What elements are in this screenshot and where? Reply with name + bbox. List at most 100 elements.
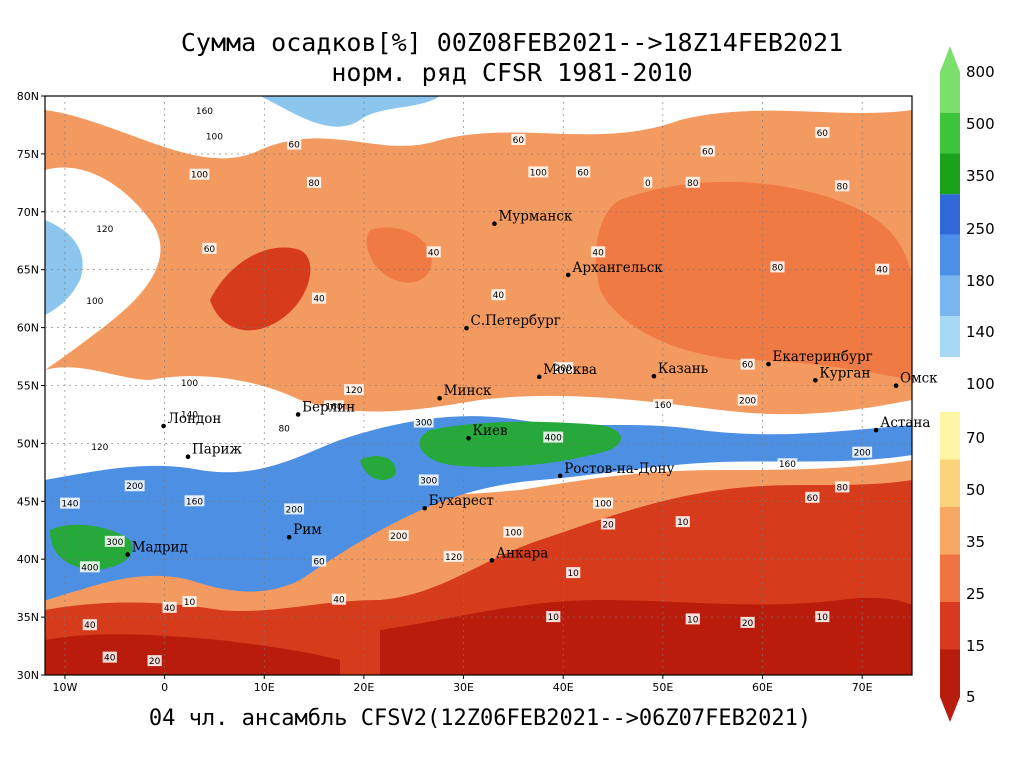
contour-value: 120 xyxy=(345,386,362,396)
colorbar-label: 350 xyxy=(966,167,995,185)
contour-label-bg xyxy=(685,613,700,625)
ensemble-footer: 04 чл. ансамбль CFSV2(12Z06FEB2021-->06Z… xyxy=(148,706,812,731)
contour-label-bg xyxy=(491,289,506,301)
contour-label-bg xyxy=(418,474,439,486)
contour-label-bg xyxy=(576,166,591,178)
colorbar-segment xyxy=(940,316,960,357)
colorbar-label: 500 xyxy=(966,115,995,133)
lat-label: 30N xyxy=(17,669,39,682)
contour-label-bg xyxy=(652,399,673,411)
colorbar-label: 25 xyxy=(966,585,985,603)
field-kola-orange xyxy=(366,227,432,283)
field-north-blue xyxy=(260,96,440,127)
contour-value: 10 xyxy=(567,569,579,579)
map-field xyxy=(45,96,912,675)
city-marker xyxy=(873,427,879,433)
contour-value: 40 xyxy=(333,596,345,606)
contour-label-bg xyxy=(815,127,830,139)
contour-label-bg xyxy=(124,480,145,492)
lon-label: 60E xyxy=(752,681,773,694)
contour-label-bg xyxy=(388,530,409,542)
contour-label-bg xyxy=(324,400,344,412)
lon-label: 40E xyxy=(553,681,574,694)
lon-label: 20E xyxy=(353,681,374,694)
city-marker xyxy=(185,454,191,460)
contour-label-bg xyxy=(511,134,526,146)
contour-value: 200 xyxy=(555,364,572,374)
city-name: Ростов-на-Дону xyxy=(564,461,674,477)
colorbar-segment xyxy=(940,602,960,650)
colorbar-label: 140 xyxy=(966,323,995,341)
contour-value: 60 xyxy=(513,136,525,146)
colorbar-segment xyxy=(940,554,960,602)
contour-value: 20 xyxy=(742,619,754,629)
city-name: Архангельск xyxy=(572,260,663,276)
contour-label-bg xyxy=(60,497,80,509)
contour-label-bg xyxy=(700,145,715,157)
city-name: Минск xyxy=(444,383,492,399)
contour-value: 120 xyxy=(96,225,113,235)
colorbar-segment xyxy=(940,649,960,697)
city-name: Екатеринбург xyxy=(772,349,872,365)
contour-value: 300 xyxy=(415,419,432,429)
contour-value: 100 xyxy=(530,168,547,178)
lat-label: 75N xyxy=(17,148,39,161)
contour-value: 80 xyxy=(687,179,699,189)
contour-label-bg xyxy=(344,384,364,396)
contour-value: 300 xyxy=(420,476,437,486)
contour-label-bg xyxy=(852,446,873,458)
colorbar-label: 50 xyxy=(966,481,985,499)
colorbar-label: 5 xyxy=(966,688,976,706)
contour-value: 100 xyxy=(86,297,103,307)
contour-value: 60 xyxy=(204,245,216,255)
contour-value: 200 xyxy=(739,397,756,407)
city-name: Курган xyxy=(819,365,870,381)
contour-value: 40 xyxy=(592,248,604,258)
colorbar-segment xyxy=(940,459,960,507)
contour-value: 80 xyxy=(837,182,849,192)
contour-value: 80 xyxy=(278,424,290,434)
contour-label-bg xyxy=(306,176,322,188)
contour-label-bg xyxy=(777,458,798,470)
lat-label: 80N xyxy=(17,90,39,103)
contour-value: 140 xyxy=(181,410,198,420)
contour-label-bg xyxy=(740,616,755,628)
contour-value: 400 xyxy=(545,434,562,444)
city-name: Москва xyxy=(543,362,597,378)
colorbar-label: 35 xyxy=(966,533,985,551)
lat-label: 50N xyxy=(17,437,39,450)
contour-label-bg xyxy=(182,596,197,608)
contour-value: 40 xyxy=(876,266,888,276)
lat-label: 55N xyxy=(17,380,39,393)
city-name: Астана xyxy=(880,415,930,431)
contour-value: 100 xyxy=(191,171,208,181)
contour-value: 100 xyxy=(206,133,223,143)
city-marker xyxy=(161,423,166,429)
contour-value: 40 xyxy=(493,291,505,301)
field-sahara-dark-red xyxy=(45,634,340,675)
field-north-white xyxy=(45,96,912,159)
contour-value: 40 xyxy=(428,248,440,258)
field-balkan-green xyxy=(360,455,396,480)
contour-value: 100 xyxy=(505,529,522,539)
contour-label-bg xyxy=(89,440,110,452)
contour-value: 160 xyxy=(186,497,203,507)
contour-label-bg xyxy=(805,491,820,503)
city-marker xyxy=(813,377,818,383)
city-marker xyxy=(766,361,771,367)
contour-label-bg xyxy=(277,422,292,434)
contour-value: 10 xyxy=(184,598,196,608)
contour-value: 160 xyxy=(779,460,796,470)
city-name: Омск xyxy=(900,371,938,387)
colorbar-segment xyxy=(940,412,960,460)
city-marker xyxy=(437,395,442,401)
contour-label-bg xyxy=(600,518,616,530)
contour-value: 60 xyxy=(577,168,589,178)
lat-label: 45N xyxy=(17,495,39,508)
city-marker xyxy=(557,473,563,479)
contour-label-bg xyxy=(84,294,105,306)
colorbar-segment xyxy=(940,112,960,154)
contour-label-bg xyxy=(566,567,581,579)
lat-label: 40N xyxy=(17,553,39,566)
contour-label-bg xyxy=(543,431,564,443)
